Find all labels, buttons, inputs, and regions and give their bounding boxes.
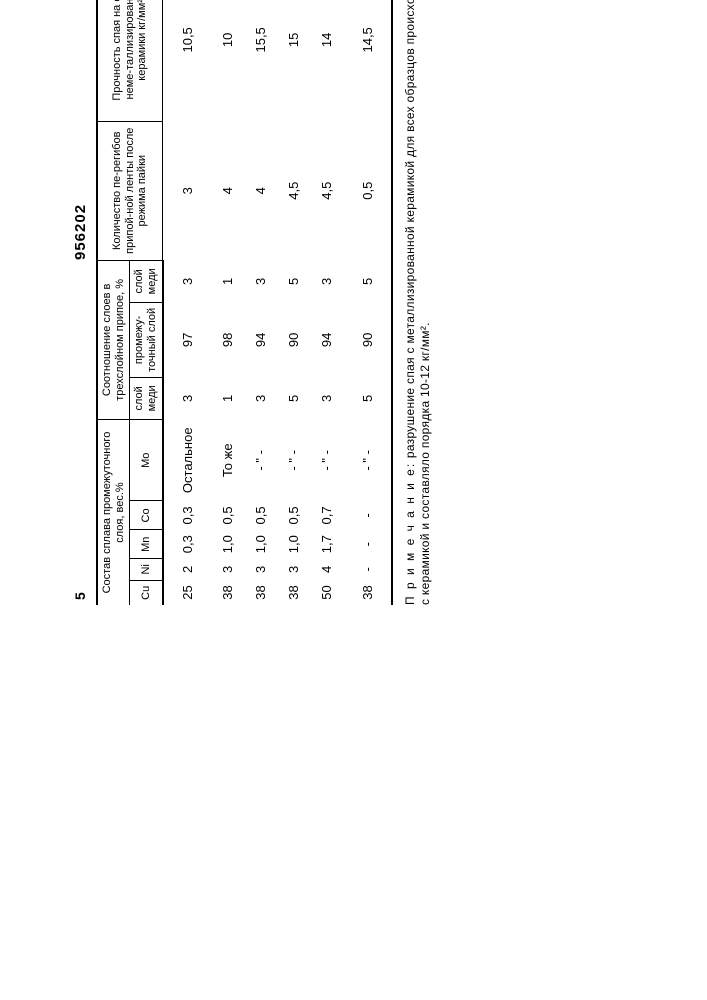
cell-rm: 94	[244, 303, 277, 378]
col-mn: Mn	[130, 530, 163, 559]
cell-shear: 10,5	[163, 0, 212, 121]
cell-cu: 38	[244, 580, 277, 605]
cell-r1: 5	[343, 377, 392, 419]
data-table: Состав сплава промежуточного слоя, вес.%…	[96, 0, 393, 605]
footnote-label: П р и м е ч а н и е:	[403, 462, 417, 605]
cell-co: 0,7	[310, 501, 343, 530]
cell-mn: 1,7	[310, 530, 343, 559]
cell-co: -	[343, 501, 392, 530]
cell-rm: 90	[343, 303, 392, 378]
table-row: 2520,30,3Остальное3973310,52,01100°С, 15…	[163, 0, 212, 605]
cell-mo: - " -	[244, 420, 277, 501]
cell-cu: 38	[211, 580, 244, 605]
cell-mn: 1,0	[244, 530, 277, 559]
cell-co: 0,5	[211, 501, 244, 530]
cell-co: 0,5	[244, 501, 277, 530]
cell-r2: 5	[343, 260, 392, 302]
cell-bends: 4,5	[310, 121, 343, 260]
col-group-layer-ratio: Соотношение слоев в трехслойном припое, …	[97, 260, 130, 419]
cell-r2: 3	[163, 260, 212, 302]
col-bends: Количество пе-регибов припой-ной ленты п…	[97, 121, 163, 260]
cell-r1: 3	[244, 377, 277, 419]
cell-mo: - " -	[277, 420, 310, 501]
table-row: 3831,00,5- " -59054,5156,0- " -	[277, 0, 310, 605]
cell-mo: Остальное	[163, 420, 212, 501]
cell-mn: 0,3	[163, 530, 212, 559]
cell-shear: 14,5	[343, 0, 392, 121]
cell-r2: 5	[277, 260, 310, 302]
col-ratio-cu2: слой меди	[130, 260, 163, 302]
cell-cu: 25	[163, 580, 212, 605]
cell-bends: 3	[163, 121, 212, 260]
table-row: 38---- " -59050,514,52,01300°С, 15 мин	[343, 0, 392, 605]
table-row: 3831,00,5- " -3943415,54,0- " -	[244, 0, 277, 605]
cell-rm: 94	[310, 303, 343, 378]
cell-co: 0,5	[277, 501, 310, 530]
col-mo: Mo	[130, 420, 163, 501]
cell-bends: 4,5	[277, 121, 310, 260]
cell-ni: 3	[211, 559, 244, 580]
cell-co: 0,3	[163, 501, 212, 530]
cell-rm: 98	[211, 303, 244, 378]
cell-shear: 10	[211, 0, 244, 121]
col-shear: Прочность спая на срез неме-таллизирован…	[97, 0, 163, 121]
cell-bends: 0,5	[343, 121, 392, 260]
cell-r2: 1	[211, 260, 244, 302]
cell-shear: 15,5	[244, 0, 277, 121]
cell-mn: 1,0	[211, 530, 244, 559]
cell-mo: - " -	[310, 420, 343, 501]
cell-r1: 3	[310, 377, 343, 419]
footnote: П р и м е ч а н и е: разрушение спая с м…	[403, 0, 433, 605]
table-row: 3831,00,5То же19814103,0То же	[211, 0, 244, 605]
cell-ni: 2	[163, 559, 212, 580]
col-group-composition: Состав сплава промежуточного слоя, вес.%	[97, 420, 130, 605]
cell-bends: 4	[211, 121, 244, 260]
cell-shear: 15	[277, 0, 310, 121]
cell-ni: -	[343, 559, 392, 580]
cell-ni: 3	[277, 559, 310, 580]
cell-mo: То же	[211, 420, 244, 501]
table-body: 2520,30,3Остальное3973310,52,01100°С, 15…	[163, 0, 393, 605]
page-number-left: 5	[72, 592, 88, 600]
cell-cu: 38	[343, 580, 392, 605]
cell-r2: 3	[310, 260, 343, 302]
cell-r1: 1	[211, 377, 244, 419]
table-row: 5041,70,7- " -39434,5146,0- " -	[310, 0, 343, 605]
cell-rm: 90	[277, 303, 310, 378]
cell-cu: 38	[277, 580, 310, 605]
cell-mn: -	[343, 530, 392, 559]
cell-shear: 14	[310, 0, 343, 121]
cell-mo: - " -	[343, 420, 392, 501]
col-co: Co	[130, 501, 163, 530]
cell-ni: 3	[244, 559, 277, 580]
cell-rm: 97	[163, 303, 212, 378]
cell-ni: 4	[310, 559, 343, 580]
cell-r1: 3	[163, 377, 212, 419]
document-number: 956202	[72, 204, 89, 260]
cell-r1: 5	[277, 377, 310, 419]
col-cu: Cu	[130, 580, 163, 605]
cell-r2: 3	[244, 260, 277, 302]
cell-cu: 50	[310, 580, 343, 605]
cell-mn: 1,0	[277, 530, 310, 559]
col-ni: Ni	[130, 559, 163, 580]
cell-bends: 4	[244, 121, 277, 260]
col-ratio-mid: промежу-точный слой	[130, 303, 163, 378]
col-ratio-cu1: слой меди	[130, 377, 163, 419]
